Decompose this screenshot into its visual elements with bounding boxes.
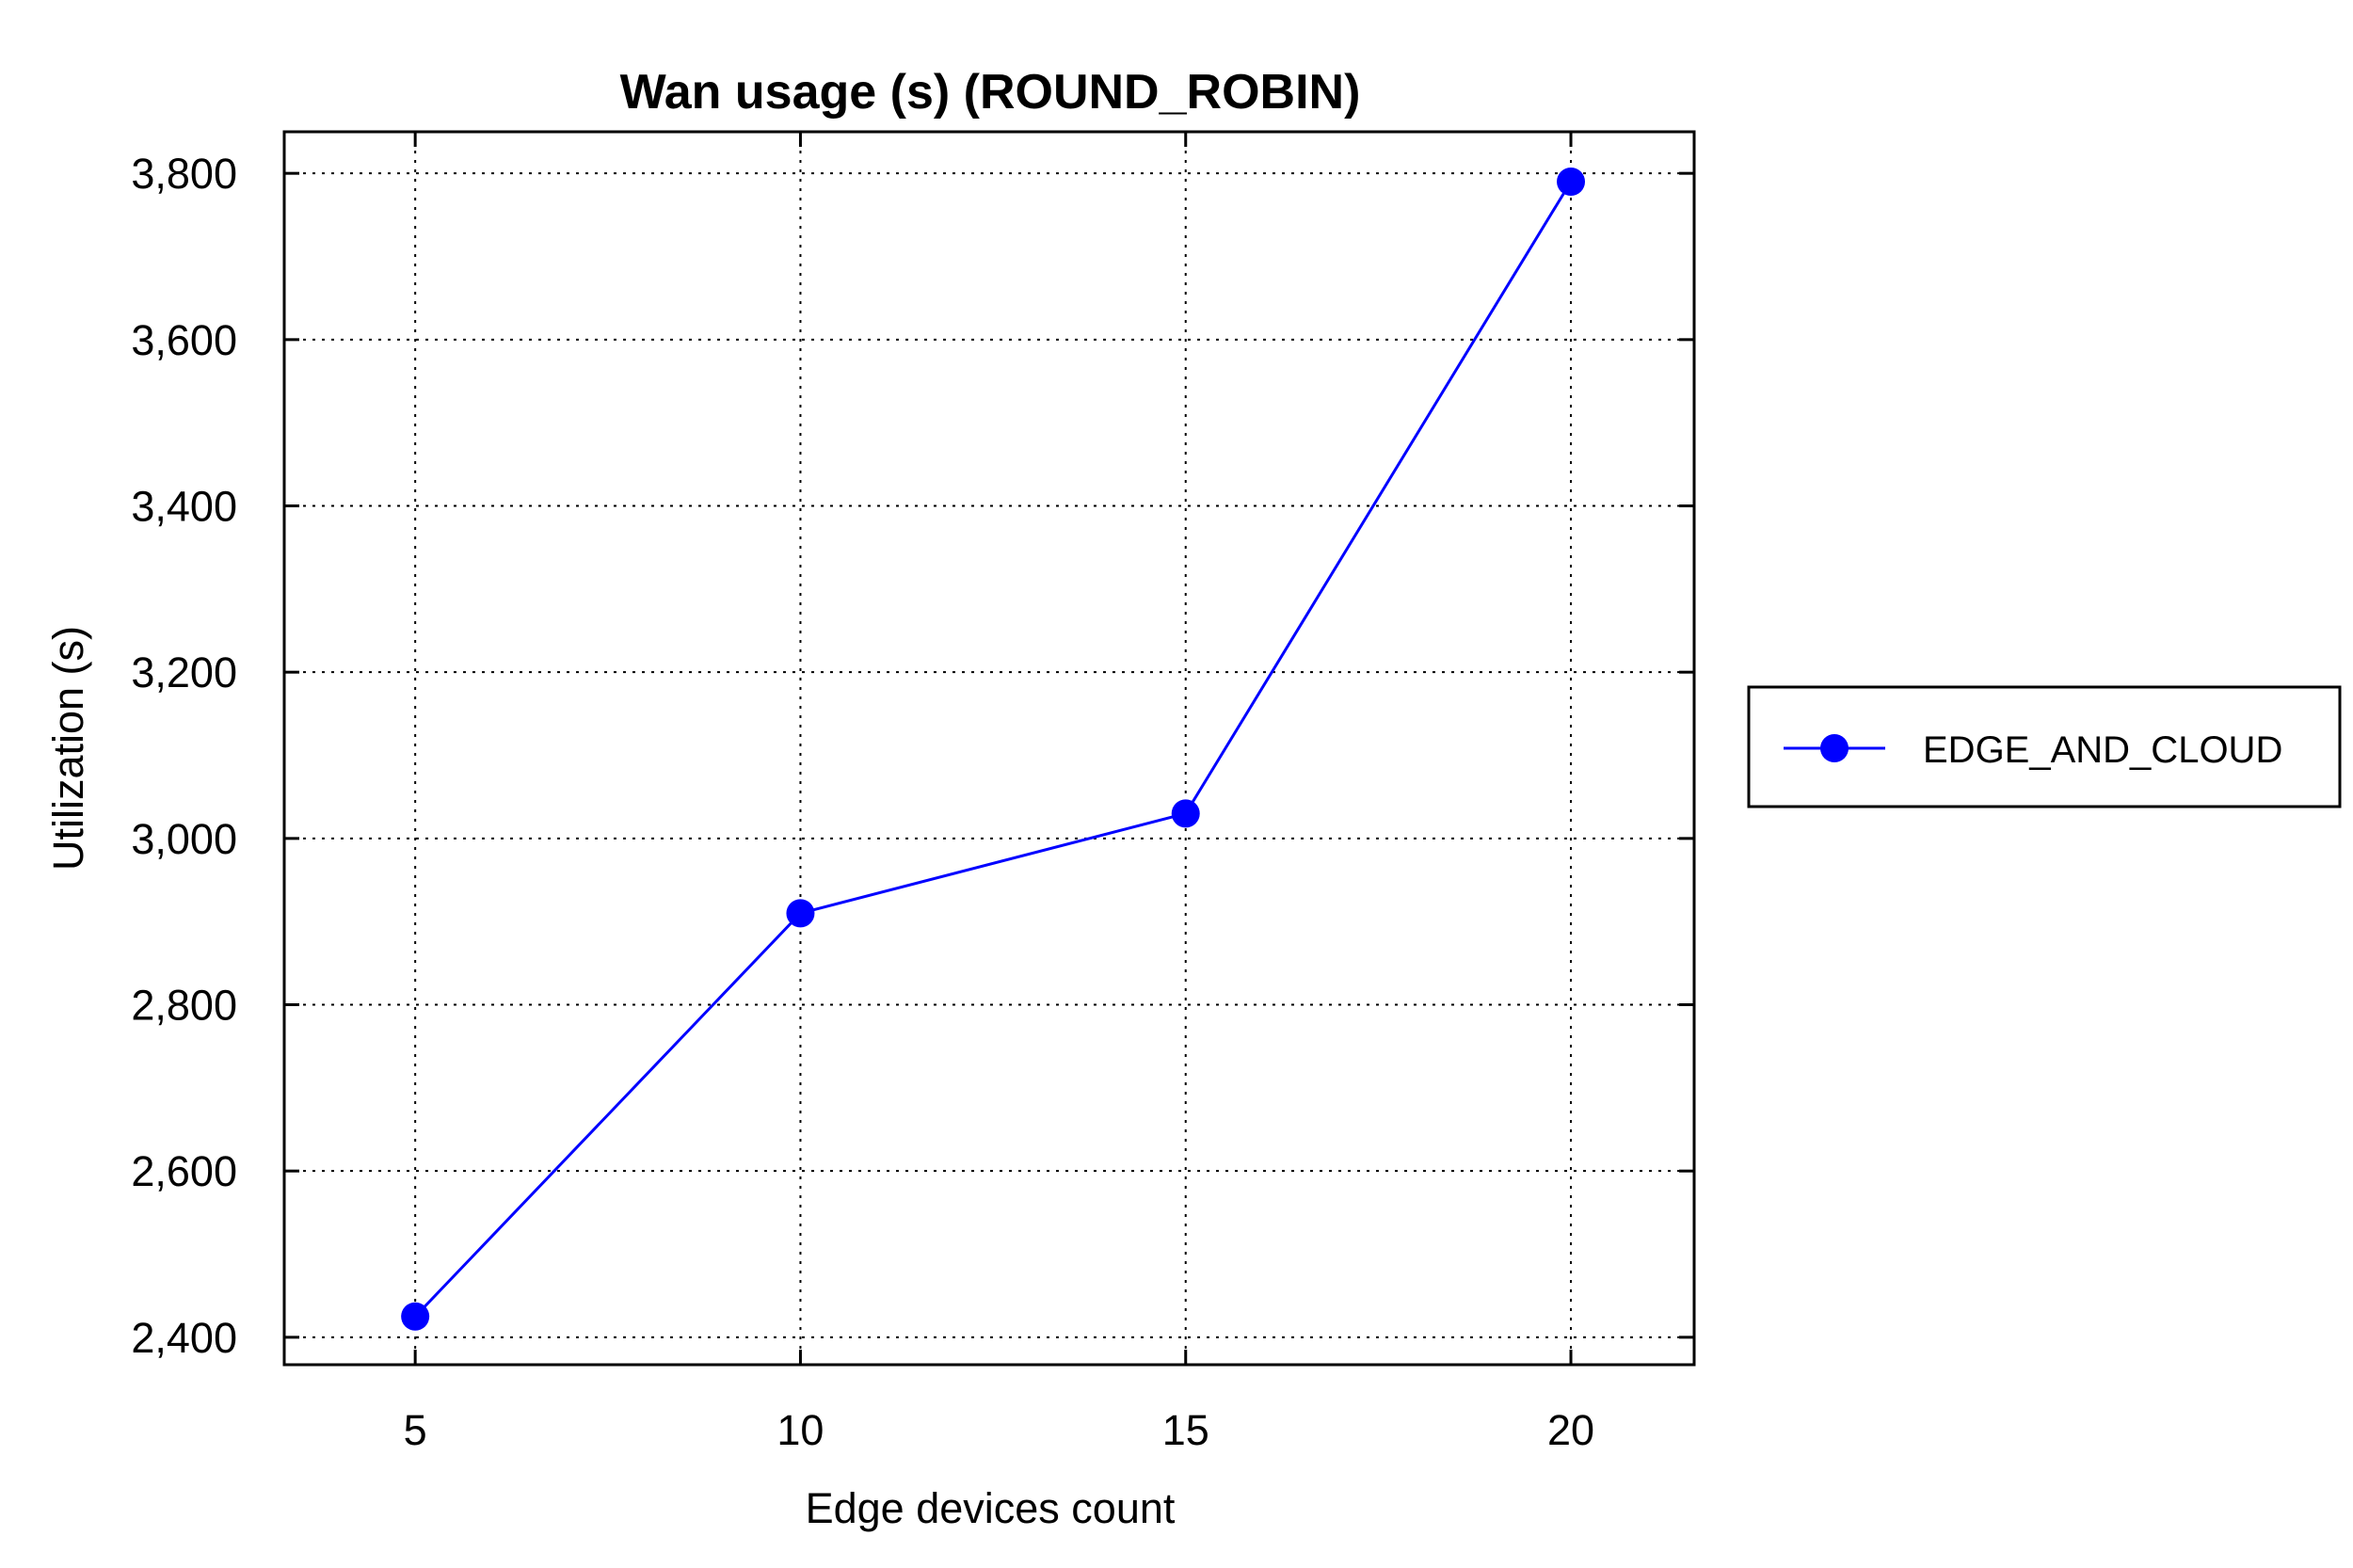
y-tick-label: 2,600 bbox=[131, 1147, 237, 1195]
legend-marker bbox=[1820, 734, 1849, 762]
y-tick-label: 3,800 bbox=[131, 150, 237, 198]
y-tick-label: 3,400 bbox=[131, 483, 237, 531]
grid bbox=[284, 132, 1694, 1365]
x-tick-label: 20 bbox=[1547, 1406, 1594, 1454]
x-tick-label: 15 bbox=[1162, 1406, 1209, 1454]
y-axis-label: Utilization (s) bbox=[44, 626, 92, 871]
ticks bbox=[284, 132, 1694, 1365]
plot-frame bbox=[282, 130, 1696, 1367]
y-tick-label: 2,800 bbox=[131, 982, 237, 1030]
series-layer bbox=[401, 168, 1586, 1331]
y-tick-label: 2,400 bbox=[131, 1314, 237, 1362]
legend-label: EDGE_AND_CLOUD bbox=[1923, 729, 2282, 771]
y-tick-label: 3,000 bbox=[131, 815, 237, 863]
data-point bbox=[786, 899, 815, 928]
x-tick-label: 5 bbox=[404, 1406, 427, 1454]
series-line bbox=[414, 181, 1573, 1318]
data-point bbox=[1557, 168, 1586, 197]
y-tick-label: 3,200 bbox=[131, 648, 237, 696]
y-tick-label: 3,600 bbox=[131, 316, 237, 364]
legend: EDGE_AND_CLOUD bbox=[1747, 685, 2342, 808]
tick-labels: 5 10 15 20 2,400 2,600 2,800 3,000 3,200 3,400 3,6… bbox=[131, 150, 1594, 1454]
x-tick-label: 10 bbox=[776, 1406, 824, 1454]
chart-title: Wan usage (s) (ROUND_ROBIN) bbox=[620, 65, 1361, 120]
data-point bbox=[1171, 799, 1200, 828]
data-point bbox=[401, 1302, 430, 1331]
x-axis-label: Edge devices count bbox=[806, 1484, 1176, 1532]
